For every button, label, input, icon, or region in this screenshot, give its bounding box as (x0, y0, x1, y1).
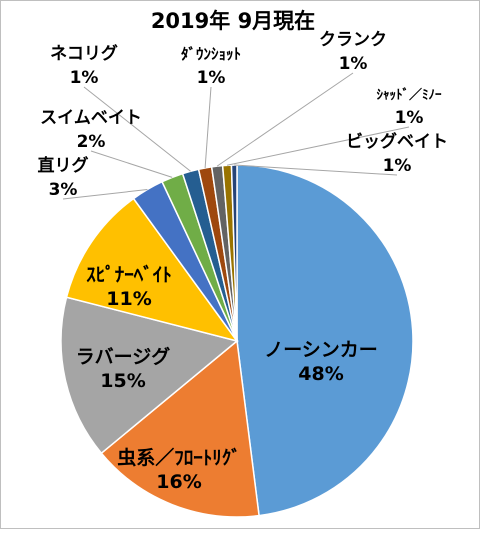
slice-7-category-label: ネコリグ (50, 43, 118, 64)
slice-1-value-label: 48% (298, 363, 343, 385)
slice-5-leader-line (62, 189, 148, 200)
slice-6-value-label: 2% (77, 132, 106, 152)
slice-2-category-label: 虫系／ﾌﾛｰﾄﾘｸﾞ (117, 446, 241, 469)
slice-10-category-label: ｼｬｯﾄﾞ／ﾐﾉｰ (376, 87, 442, 103)
slice-6-category-label: スイムベイト (40, 108, 142, 128)
slice-2-value-label: 16% (156, 471, 201, 493)
slice-1-category-label: ノーシンカー (264, 339, 378, 361)
data-labels: ノーシンカー48%虫系／ﾌﾛｰﾄﾘｸﾞ16%ラバージグ15%ｽﾋﾟﾅｰﾍﾞｲﾄ1… (38, 30, 449, 493)
slice-9-value-label: 1% (339, 54, 368, 74)
slice-4-value-label: 11% (106, 288, 151, 310)
slice-8-category-label: ﾀﾞｳﾝｼｮｯﾄ (181, 45, 241, 63)
slice-7-value-label: 1% (70, 68, 99, 88)
slice-8-value-label: 1% (197, 68, 226, 88)
slice-10-value-label: 1% (395, 108, 424, 128)
slice-9-category-label: クランク (319, 30, 387, 50)
slice-4-category-label: ｽﾋﾟﾅｰﾍﾞｲﾄ (86, 263, 172, 286)
slice-1-wedge (236, 164, 414, 517)
slice-3-wedge (60, 296, 239, 455)
slice-4-wedge (65, 197, 239, 343)
slice-6-leader-line (90, 150, 173, 178)
slice-11-value-label: 1% (383, 156, 412, 176)
slice-2-wedge (100, 339, 260, 518)
slice-11-leader-line (234, 164, 398, 176)
slice-9-leader-line (216, 72, 354, 167)
slice-10-leader-line (226, 126, 410, 166)
slice-3-value-label: 15% (100, 370, 145, 392)
slice-3-category-label: ラバージグ (76, 345, 170, 368)
chart-title: 2019年 9月現在 (151, 9, 315, 33)
slice-7-leader-line (83, 86, 191, 172)
leader-lines (62, 72, 410, 200)
slice-5-category-label: 直リグ (38, 155, 89, 176)
slice-11-category-label: ビッグベイト (346, 131, 448, 152)
slice-8-leader-line (204, 86, 212, 168)
pie-slices (60, 164, 414, 518)
slice-5-value-label: 3% (49, 180, 78, 200)
